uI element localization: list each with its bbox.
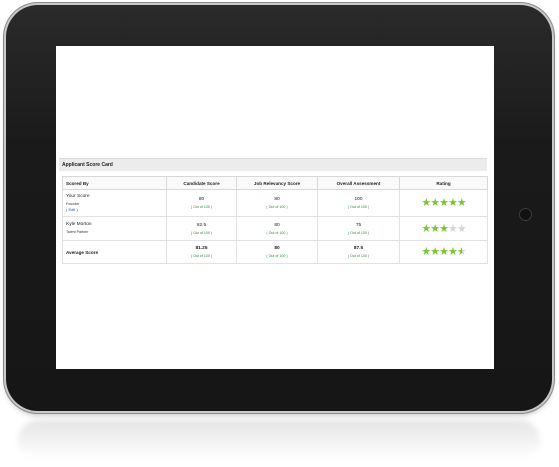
star-empty-icon: ★ <box>456 222 467 235</box>
star-rating: ★★★★★ <box>421 246 467 258</box>
avg-candidate-score: 81.25 <box>195 246 208 251</box>
col-job-relevancy-score: Job Relevancy Score <box>236 176 318 190</box>
star-full-icon: ★ <box>421 246 431 258</box>
star-rating: ★★★★★ <box>421 222 467 235</box>
candidate-score: 82.5 <box>196 222 207 228</box>
star-full-icon: ★ <box>430 246 440 258</box>
candidate-out-of: ( Out of 100 ) <box>190 230 213 235</box>
relevancy-score-cell: 80 ( Out of 100 ) <box>236 216 318 241</box>
scorer-role: Founder <box>66 202 80 206</box>
col-overall-assessment: Overall Assessment <box>317 176 400 190</box>
avg-relevancy-score: 80 <box>274 246 280 251</box>
star-full-icon: ★ <box>447 246 458 258</box>
scorer-name: Your Score <box>66 194 90 199</box>
score-table: Scored By Candidate Score Job Relevancy … <box>62 176 488 264</box>
table-header-row: Scored By Candidate Score Job Relevancy … <box>62 176 488 190</box>
star-full-icon: ★ <box>439 197 449 209</box>
candidate-score: 80 <box>198 197 205 202</box>
overall-assessment-cell: 100 ( Out of 100 ) <box>317 189 400 217</box>
table-row: Your Score Founder ( Edit ) 80 ( Out of … <box>62 189 488 217</box>
overall-out-of: ( Out of 100 ) <box>347 230 370 235</box>
star-empty-icon: ★ <box>447 222 458 235</box>
tablet-screen: Applicant Score Card Scored By Candidate… <box>56 46 494 369</box>
star-half-icon: ★ <box>456 246 467 258</box>
star-full-icon: ★ <box>421 197 431 209</box>
edit-link[interactable]: ( Edit ) <box>66 207 78 212</box>
relevancy-out-of: ( Out of 100 ) <box>266 254 288 258</box>
star-rating: ★★★★★ <box>421 197 467 209</box>
overall-assessment-cell: 87.5 ( Out of 100 ) <box>317 240 400 264</box>
relevancy-score-cell: 80 ( Out of 100 ) <box>236 189 318 217</box>
star-full-icon: ★ <box>430 222 440 235</box>
star-full-icon: ★ <box>439 222 449 235</box>
card-title: Applicant Score Card <box>59 158 487 171</box>
overall-assessment: 75 <box>355 222 362 228</box>
candidate-score-cell: 82.5 ( Out of 100 ) <box>166 216 237 241</box>
overall-assessment-cell: 75 ( Out of 100 ) <box>317 216 400 241</box>
star-full-icon: ★ <box>430 197 440 209</box>
star-full-icon: ★ <box>456 197 467 209</box>
star-full-icon: ★ <box>421 222 431 235</box>
applicant-score-card: Applicant Score Card Scored By Candidate… <box>59 158 488 264</box>
scorer-name: Kyle Morton <box>66 222 92 227</box>
table-row: Kyle Morton Talent Partner 82.5 ( Out of… <box>62 216 488 241</box>
relevancy-score: 80 <box>274 222 280 228</box>
candidate-out-of: ( Out of 100 ) <box>190 205 213 209</box>
scorer-cell: Your Score Founder ( Edit ) <box>62 189 167 217</box>
col-candidate-score: Candidate Score <box>166 176 237 190</box>
scorer-role: Talent Partner <box>66 230 89 234</box>
candidate-score-cell: 80 ( Out of 100 ) <box>166 189 237 217</box>
star-full-icon: ★ <box>447 197 458 209</box>
avg-overall-assessment: 87.5 <box>353 246 364 251</box>
rating-cell: ★★★★★ <box>399 216 488 241</box>
rating-cell: ★★★★★ <box>399 189 488 217</box>
candidate-out-of: ( Out of 100 ) <box>190 254 213 258</box>
rating-cell: ★★★★★ <box>399 240 488 264</box>
relevancy-out-of: ( Out of 100 ) <box>266 205 288 209</box>
scorer-cell: Kyle Morton Talent Partner <box>62 216 167 241</box>
col-rating: Rating <box>399 176 488 190</box>
candidate-score-cell: 81.25 ( Out of 100 ) <box>166 240 237 264</box>
overall-out-of: ( Out of 100 ) <box>347 205 370 209</box>
overall-out-of: ( Out of 100 ) <box>347 254 370 258</box>
relevancy-out-of: ( Out of 100 ) <box>266 230 288 235</box>
average-label: Average Score <box>62 240 167 264</box>
relevancy-score: 80 <box>274 197 280 202</box>
star-full-icon: ★ <box>439 246 449 258</box>
home-button[interactable] <box>519 208 532 221</box>
col-scored-by: Scored By <box>62 176 167 190</box>
overall-assessment: 100 <box>354 197 363 202</box>
tablet-reflection <box>18 420 540 460</box>
relevancy-score-cell: 80 ( Out of 100 ) <box>236 240 318 264</box>
average-row: Average Score 81.25 ( Out of 100 ) 80 ( … <box>62 240 488 264</box>
